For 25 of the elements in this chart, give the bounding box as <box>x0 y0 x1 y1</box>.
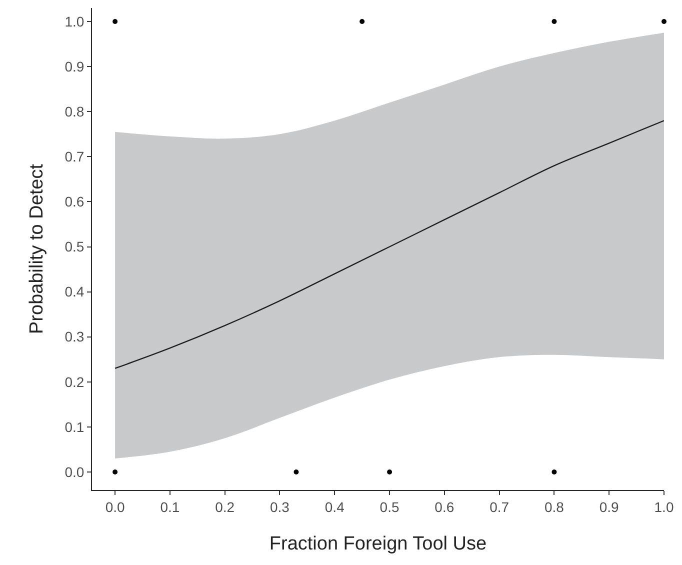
x-tick-label: 0.6 <box>434 498 454 515</box>
y-tick-label: 1.0 <box>64 13 84 30</box>
y-tick-label: 0.5 <box>64 238 84 255</box>
x-tick-label: 0.7 <box>490 498 510 515</box>
y-tick-label: 0.1 <box>64 418 84 435</box>
y-tick-label: 0.4 <box>64 284 84 300</box>
y-tick-label: 0.0 <box>64 464 84 480</box>
y-tick-label: 0.3 <box>64 328 84 345</box>
x-tick-label: 0.5 <box>380 498 400 515</box>
y-axis-title: Probability to Detect <box>26 163 48 334</box>
x-tick-label: 0.9 <box>599 498 620 515</box>
x-tick-label: 0.2 <box>215 498 235 515</box>
line-series <box>114 120 664 369</box>
y-tick-label: 0.9 <box>64 58 84 74</box>
x-tick-label: 0.1 <box>160 498 180 515</box>
x-tick-label: 1.0 <box>654 498 674 515</box>
x-axis-title: Fraction Foreign Tool Use <box>269 534 487 555</box>
y-tick-label: 0.8 <box>64 104 84 120</box>
x-tick-label: 0.8 <box>544 498 564 515</box>
x-tick-label: 0.0 <box>105 498 125 515</box>
x-tick-label: 0.3 <box>270 498 290 515</box>
x-tick-label: 0.4 <box>324 498 345 515</box>
y-tick-label: 0.7 <box>64 148 84 165</box>
y-tick-label: 0.6 <box>64 194 84 210</box>
y-tick-label: 0.2 <box>64 374 84 390</box>
